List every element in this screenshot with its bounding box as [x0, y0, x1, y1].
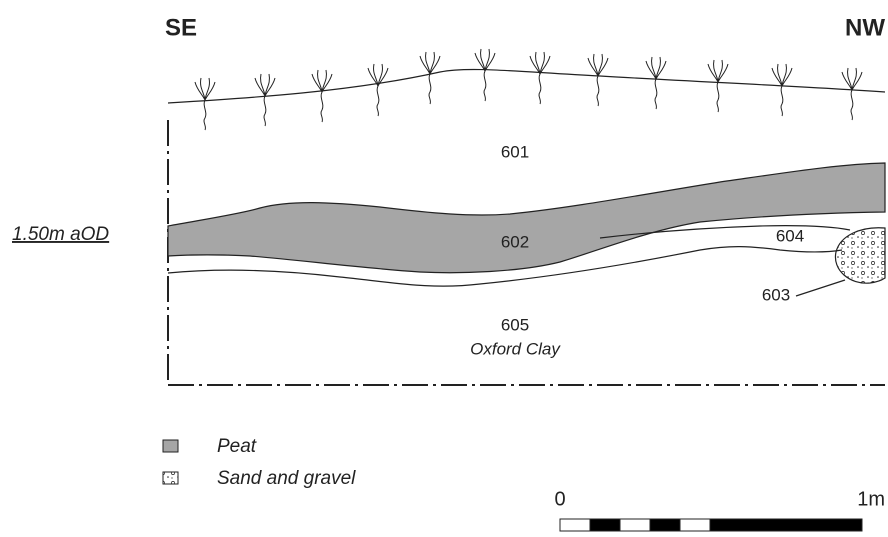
- layer-label: 605: [501, 315, 529, 334]
- ground-surface: [168, 69, 885, 103]
- scale-end: 1m: [857, 488, 885, 510]
- datum-label: 1.50m aOD: [12, 224, 109, 245]
- leader-line: [796, 280, 845, 296]
- orientation-right: NW: [845, 14, 885, 41]
- legend-label: Sand and gravel: [217, 468, 356, 489]
- peat-layer: [168, 163, 885, 273]
- section-drawing: SE NW 601 602 603 604 605 Oxford Clay 1.…: [0, 0, 888, 537]
- scale-bar: [560, 519, 862, 531]
- legend-swatch: [163, 472, 178, 484]
- scale-start: 0: [554, 488, 565, 510]
- layer-note: Oxford Clay: [470, 339, 561, 358]
- legend-swatch: [163, 440, 178, 452]
- layer-label: 602: [501, 232, 529, 251]
- layer-label: 601: [501, 142, 529, 161]
- legend-label: Peat: [217, 436, 257, 457]
- orientation-left: SE: [165, 14, 197, 41]
- vegetation: [195, 49, 862, 130]
- layer-label: 603: [762, 285, 790, 304]
- gravel-lens: [835, 228, 885, 283]
- layer-label: 604: [776, 226, 804, 245]
